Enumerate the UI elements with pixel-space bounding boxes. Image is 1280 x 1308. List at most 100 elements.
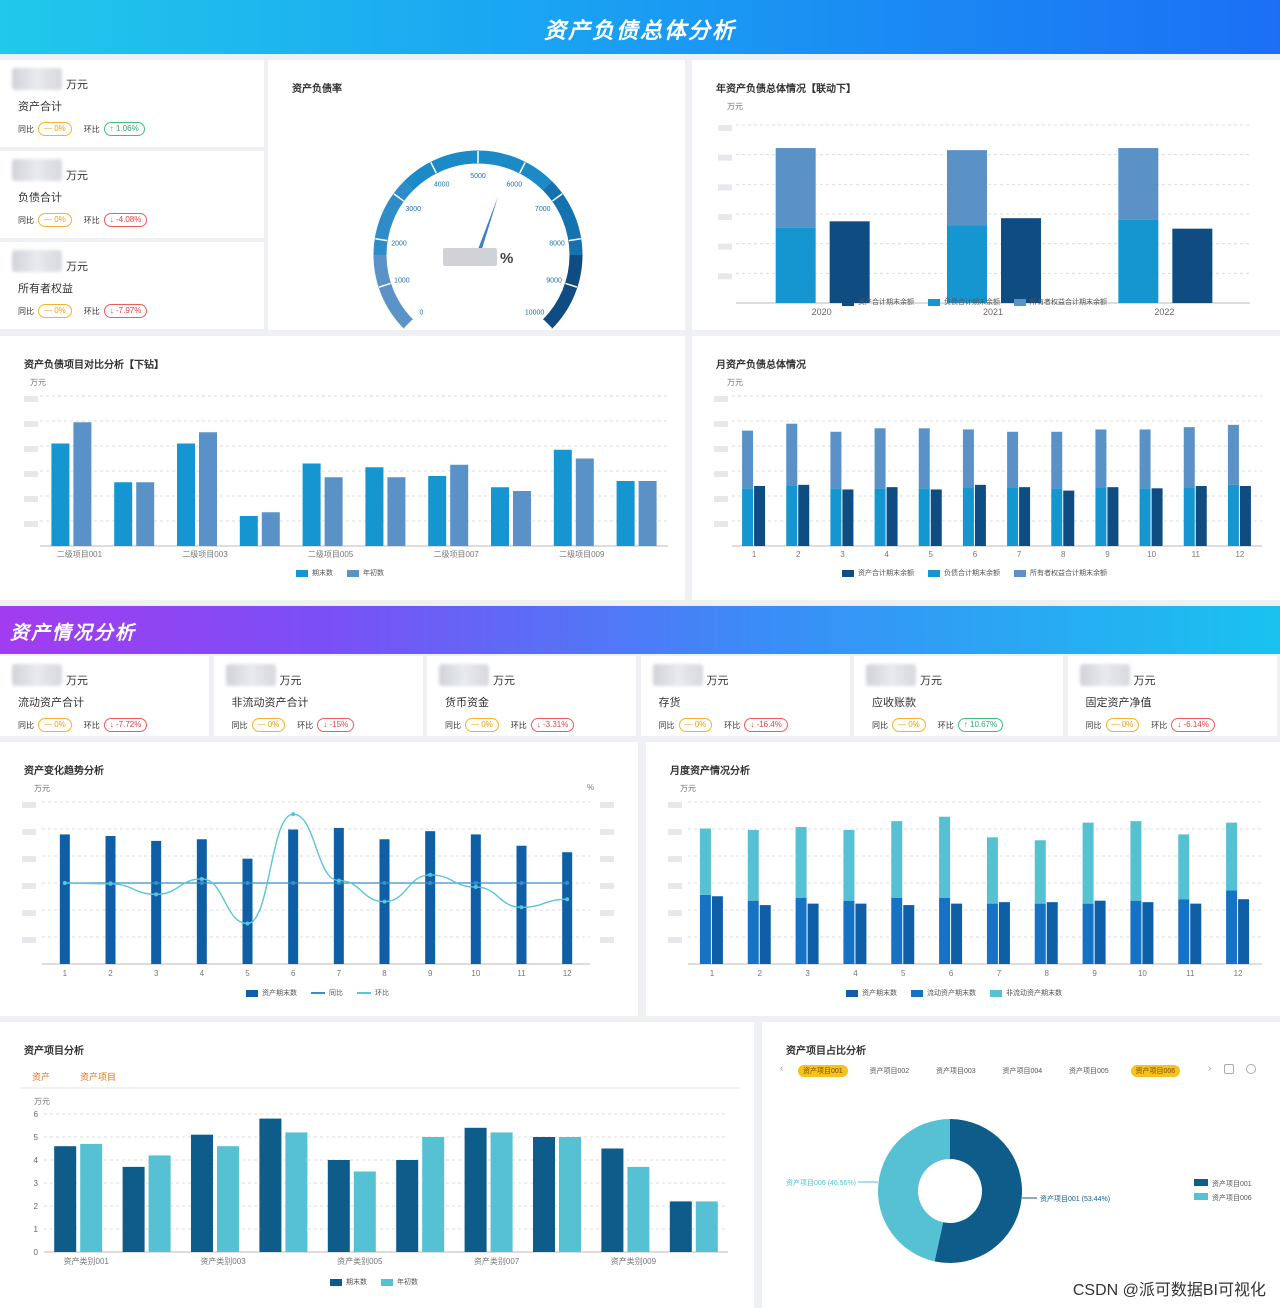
ratio-chip[interactable]: 资产项目002 xyxy=(869,1068,910,1075)
legend-item[interactable]: 年初数 xyxy=(347,568,384,578)
trend-legend[interactable]: 资产期末数 同比 环比 xyxy=(246,988,389,998)
bar-current-assets xyxy=(1082,903,1094,964)
point-mom xyxy=(154,892,159,897)
mom-badge: ↓ -3.31% xyxy=(530,718,575,732)
gauge-tick xyxy=(430,161,437,174)
legend-label: 负债合计期末余额 xyxy=(944,299,1000,306)
monthly-assets-legend[interactable]: 资产期末数 流动资产期末数 非流动资产期末数 xyxy=(846,988,1062,998)
legend-swatch xyxy=(842,569,854,577)
mom-label: 环比 xyxy=(937,720,954,730)
legend-label: 流动资产期末数 xyxy=(927,990,976,997)
legend-item[interactable]: 资产合计期末余额 xyxy=(842,297,914,307)
legend-item[interactable]: 资产合计期末余额 xyxy=(842,568,914,578)
yoy-badge: — 0% xyxy=(38,718,72,732)
x-tick-label: 7 xyxy=(1017,550,1022,559)
point-yoy xyxy=(519,881,524,885)
legend-item[interactable]: 所有者权益合计期末余额 xyxy=(1014,568,1107,578)
bar-assets xyxy=(798,484,810,546)
page-title: 资产负债总体分析 xyxy=(543,18,736,43)
bar-asset-end xyxy=(1190,903,1202,964)
kpi-name: 货币资金 xyxy=(445,697,489,709)
bar-asset-end xyxy=(855,903,867,964)
legend-item[interactable]: 负债合计期末余额 xyxy=(928,297,1000,307)
item-analysis-legend[interactable]: 期末数 年初数 xyxy=(330,1277,418,1287)
ratio-chip[interactable]: 资产项目006 xyxy=(1130,1065,1181,1077)
bar-asset-end xyxy=(807,903,819,964)
ratio-chip[interactable]: 资产项目005 xyxy=(1069,1068,1109,1075)
x-tick-label: 5 xyxy=(901,969,906,978)
x-tick-label: 12 xyxy=(1235,550,1244,559)
legend-item[interactable]: 期末数 xyxy=(296,568,333,578)
legend-item[interactable]: 非流动资产期末数 xyxy=(990,988,1062,998)
chevron-right-icon[interactable]: › xyxy=(1208,1063,1212,1074)
yearly-unit: 万元 xyxy=(727,102,743,111)
axis-label-blurred xyxy=(714,521,728,527)
bar-asset-end xyxy=(1046,902,1058,964)
axis-label-blurred xyxy=(714,496,728,502)
legend-swatch xyxy=(846,989,858,997)
compare-legend[interactable]: 期末数 年初数 xyxy=(296,568,384,578)
bar-end xyxy=(122,1166,145,1252)
legend-item[interactable]: 年初数 xyxy=(381,1277,418,1287)
bar-asset-end xyxy=(1142,902,1154,964)
mom-label: 环比 xyxy=(297,720,314,730)
legend-item[interactable]: 资产期末数 xyxy=(846,988,897,998)
legend-item[interactable]: 所有者权益合计期末余额 xyxy=(1014,297,1107,307)
mom-badge: ↓ -7.97% xyxy=(103,304,148,318)
bar-noncurrent-assets xyxy=(939,816,951,898)
monthly-legend[interactable]: 资产合计期末余额 负债合计期末余额 所有者权益合计期末余额 xyxy=(842,568,1107,578)
legend-item[interactable]: 环比 xyxy=(357,988,389,998)
axis-label-blurred xyxy=(668,937,682,943)
line-mom xyxy=(64,813,568,925)
bar-equity xyxy=(775,148,816,228)
bar-equity xyxy=(742,430,754,489)
x-tick-label: 11 xyxy=(1192,550,1201,559)
mom-label: 环比 xyxy=(510,720,527,730)
x-tick-label: 二级项目009 xyxy=(559,549,605,559)
x-tick-label: 8 xyxy=(1061,550,1066,559)
restore-icon[interactable] xyxy=(1246,1064,1256,1074)
bar-end xyxy=(616,481,635,546)
x-tick-label: 6 xyxy=(949,969,954,978)
ratio-chip[interactable]: 资产项目001 xyxy=(798,1065,848,1077)
ratio-legend-item-1[interactable]: 资产项目001 xyxy=(1194,1178,1252,1192)
axis-label-blurred xyxy=(668,910,682,916)
axis-label-blurred xyxy=(714,446,728,452)
ratio-legend-label-1: 资产项目001 xyxy=(1212,1181,1252,1188)
ratio-legend[interactable]: 资产项目001 资产项目006 xyxy=(1194,1178,1252,1206)
ratio-chip[interactable]: 资产项目004 xyxy=(1002,1068,1043,1075)
pie-slice xyxy=(934,1119,1022,1263)
gauge-arc-segment xyxy=(542,181,583,256)
gauge-tick-label: 2000 xyxy=(391,240,407,247)
x-tick-label: 5 xyxy=(929,550,934,559)
mom-label: 环比 xyxy=(83,720,100,730)
chevron-left-icon[interactable]: ‹ xyxy=(780,1063,784,1074)
bar-noncurrent-assets xyxy=(843,829,855,901)
yoy-label: 同比 xyxy=(18,306,34,316)
ratio-legend-item-2[interactable]: 资产项目006 xyxy=(1194,1192,1252,1206)
monthly-assets-card: 月度资产情况分析 万元 1 2 3 4 5 6 7 8 9 10 11 12 资产期末数 流动资产期末数… xyxy=(646,742,1280,1016)
legend-swatch xyxy=(357,992,371,994)
legend-item[interactable]: 负债合计期末余额 xyxy=(928,568,1000,578)
legend-item[interactable]: 资产期末数 xyxy=(246,988,297,998)
bar-assets xyxy=(1107,487,1119,546)
tab-asset[interactable]: 资产 xyxy=(32,1072,51,1082)
ratio-chip[interactable]: 资产项目003 xyxy=(936,1068,976,1075)
legend-swatch xyxy=(1014,569,1026,577)
bar-equity xyxy=(962,429,974,488)
legend-item[interactable]: 同比 xyxy=(311,988,343,998)
bar-noncurrent-assets xyxy=(747,829,759,901)
legend-item[interactable]: 期末数 xyxy=(330,1277,367,1287)
kpi-unit: 万元 xyxy=(66,79,88,91)
kpi-value-blurred xyxy=(866,664,916,686)
bar-assets xyxy=(1001,218,1041,303)
yoy-badge: — 0% xyxy=(678,718,713,732)
x-tick-label: 12 xyxy=(563,969,572,978)
bar-current-assets xyxy=(843,900,855,964)
yearly-legend[interactable]: 资产合计期末余额 负债合计期末余额 所有者权益合计期末余额 xyxy=(842,297,1107,307)
tab-asset-item[interactable]: 资产项目 xyxy=(80,1072,117,1082)
bar-asset-end xyxy=(1094,900,1106,964)
axis-label-blurred xyxy=(24,496,38,502)
legend-item[interactable]: 流动资产期末数 xyxy=(911,988,976,998)
data-view-icon[interactable] xyxy=(1224,1064,1234,1074)
